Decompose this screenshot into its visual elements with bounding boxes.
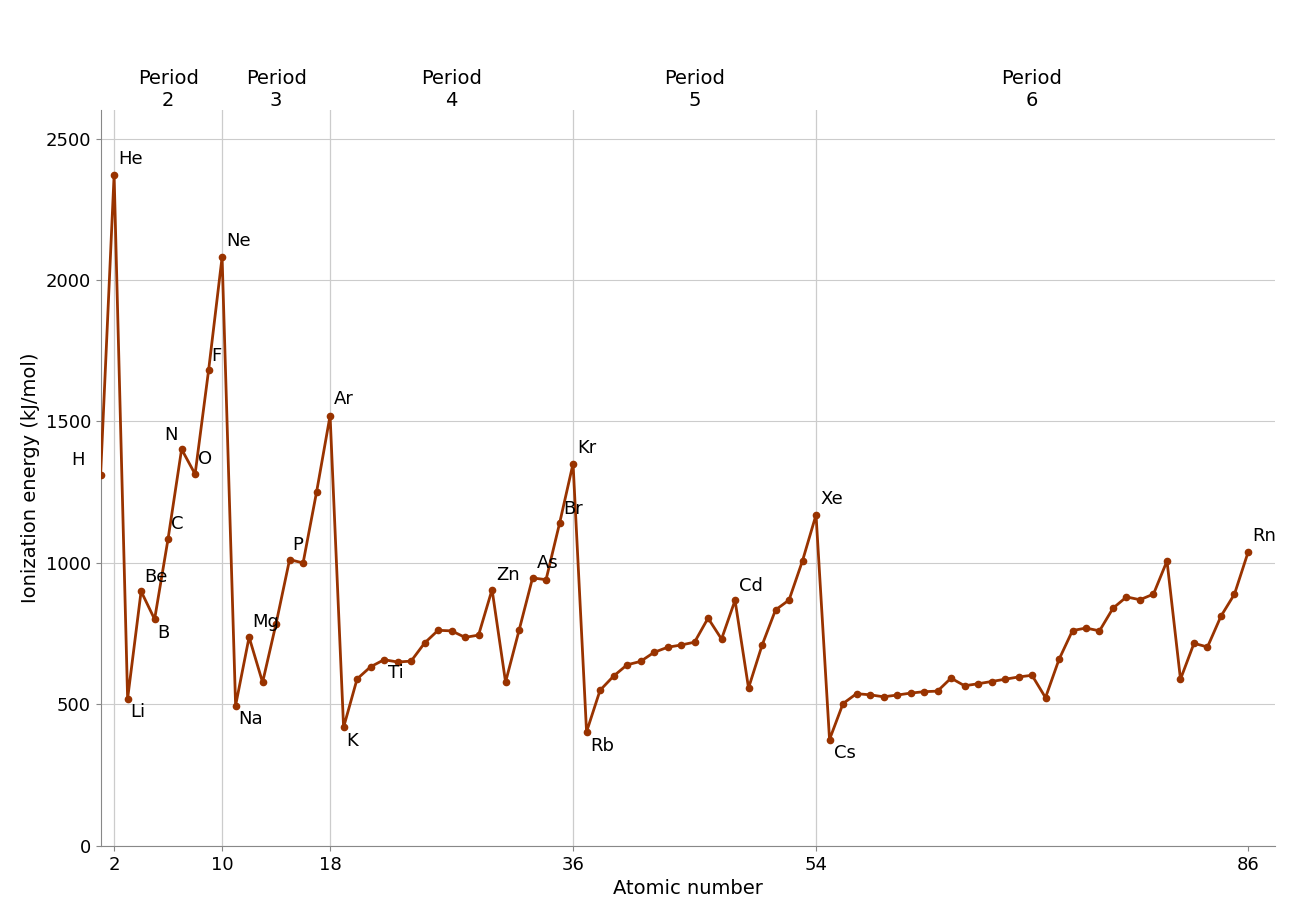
Text: N: N (164, 425, 178, 444)
Text: C: C (170, 515, 183, 533)
Text: Br: Br (564, 500, 584, 517)
Text: Ar: Ar (334, 391, 354, 408)
Text: Xe: Xe (820, 490, 842, 508)
Y-axis label: Ionization energy (kJ/mol): Ionization energy (kJ/mol) (21, 353, 40, 604)
Text: He: He (118, 150, 143, 167)
Text: O: O (198, 450, 212, 469)
Text: Period
2: Period 2 (138, 69, 199, 110)
Text: B: B (157, 624, 169, 641)
Text: Be: Be (144, 568, 168, 585)
Text: Rb: Rb (590, 736, 615, 754)
Text: K: K (346, 732, 358, 750)
Text: Li: Li (130, 703, 146, 721)
Text: Zn: Zn (497, 566, 520, 584)
Text: Ne: Ne (226, 232, 251, 250)
Text: Mg: Mg (252, 613, 278, 631)
Text: Rn: Rn (1252, 528, 1275, 545)
Text: P: P (292, 536, 303, 554)
Text: Period
5: Period 5 (664, 69, 725, 110)
Text: Cd: Cd (740, 576, 763, 595)
Text: Period
3: Period 3 (246, 69, 307, 110)
Text: H: H (72, 451, 84, 469)
Text: Cs: Cs (833, 744, 855, 762)
X-axis label: Atomic number: Atomic number (612, 879, 763, 898)
Text: F: F (212, 346, 221, 365)
Text: Ti: Ti (389, 664, 404, 682)
Text: Period
6: Period 6 (1001, 69, 1062, 110)
Text: Kr: Kr (577, 438, 597, 457)
Text: Period
4: Period 4 (421, 69, 482, 110)
Text: As: As (537, 554, 559, 573)
Text: Na: Na (238, 710, 263, 728)
